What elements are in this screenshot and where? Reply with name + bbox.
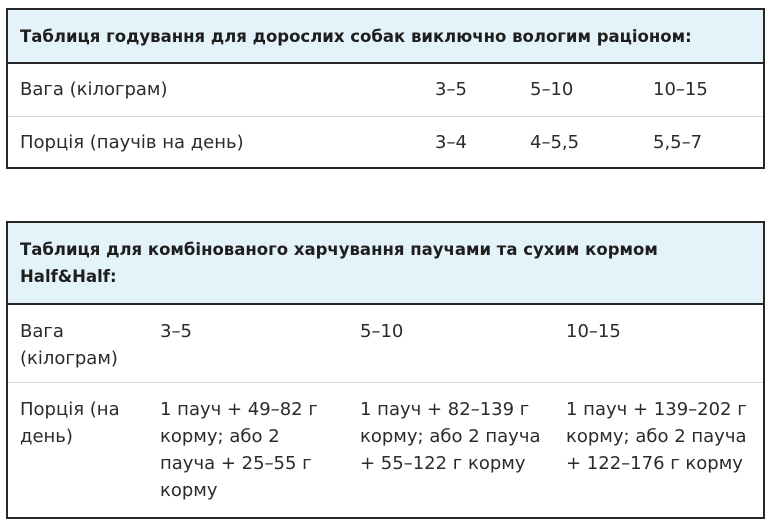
table-cell: 3–5 <box>160 321 192 342</box>
table-cell: 10–15 <box>653 79 708 101</box>
table-row: Порція (паучів на день) 3–4 4–5,5 5,5–7 <box>8 117 763 170</box>
table-row: Вага (кілограм) 3–5 5–10 10–15 <box>8 305 763 383</box>
table-cell: 1 пауч + 49–82 г корму; або 2 пауча + 25… <box>160 399 318 501</box>
row-label: Вага (кілограм) <box>20 321 118 369</box>
row-label: Порція (на день) <box>20 399 120 447</box>
table-cell: 1 пауч + 139–202 г корму; або 2 пауча + … <box>566 399 747 474</box>
table-cell: 5–10 <box>530 79 574 101</box>
row-label: Вага (кілограм) <box>20 79 168 101</box>
feeding-table: Таблиця годування для дорослих собак вик… <box>6 8 765 169</box>
table-cell: 5–10 <box>360 321 404 342</box>
table-row: Вага (кілограм) 3–5 5–10 10–15 <box>8 64 763 117</box>
table-row: Порція (на день) 1 пауч + 49–82 г корму; … <box>8 383 763 517</box>
table-title: Таблиця для комбінованого харчування пау… <box>8 223 763 305</box>
table-cell: 1 пауч + 82–139 г корму; або 2 пауча + 5… <box>360 399 541 474</box>
row-label: Порція (паучів на день) <box>20 132 244 154</box>
table-title: Таблиця годування для дорослих собак вик… <box>8 10 763 64</box>
feeding-table: Таблиця для комбінованого харчування пау… <box>6 221 765 519</box>
table-cell: 3–4 <box>435 132 467 154</box>
table-cell: 5,5–7 <box>653 132 703 154</box>
table-cell: 10–15 <box>566 321 621 342</box>
table-cell: 3–5 <box>435 79 467 101</box>
table-cell: 4–5,5 <box>530 132 580 154</box>
